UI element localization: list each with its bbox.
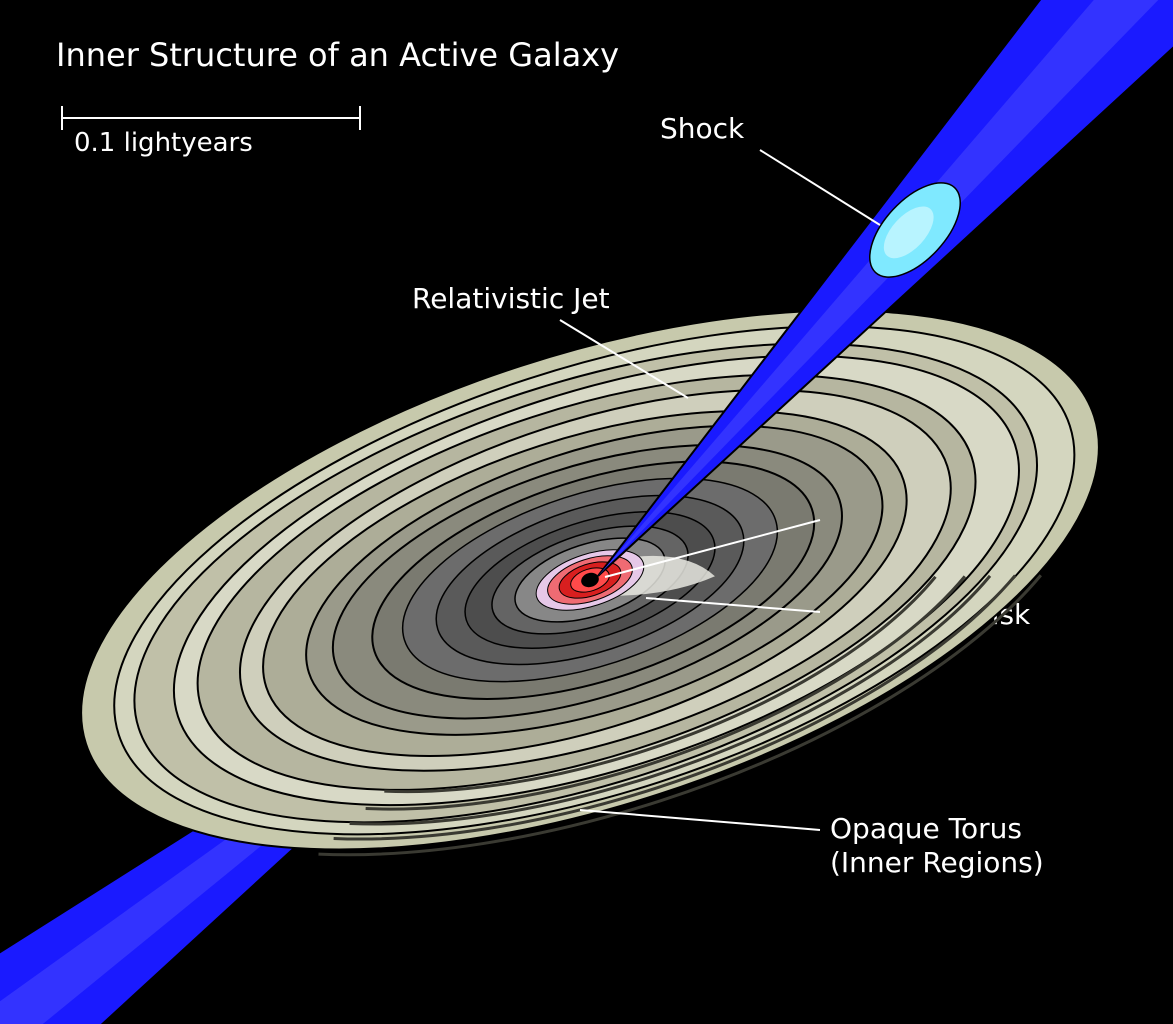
leader-torus bbox=[580, 810, 820, 830]
diagram-stage: Inner Structure of an Active Galaxy 0.1 … bbox=[0, 0, 1173, 1024]
diagram-svg bbox=[0, 0, 1173, 1024]
scale-bar bbox=[62, 106, 360, 130]
leader-shock bbox=[760, 150, 880, 225]
